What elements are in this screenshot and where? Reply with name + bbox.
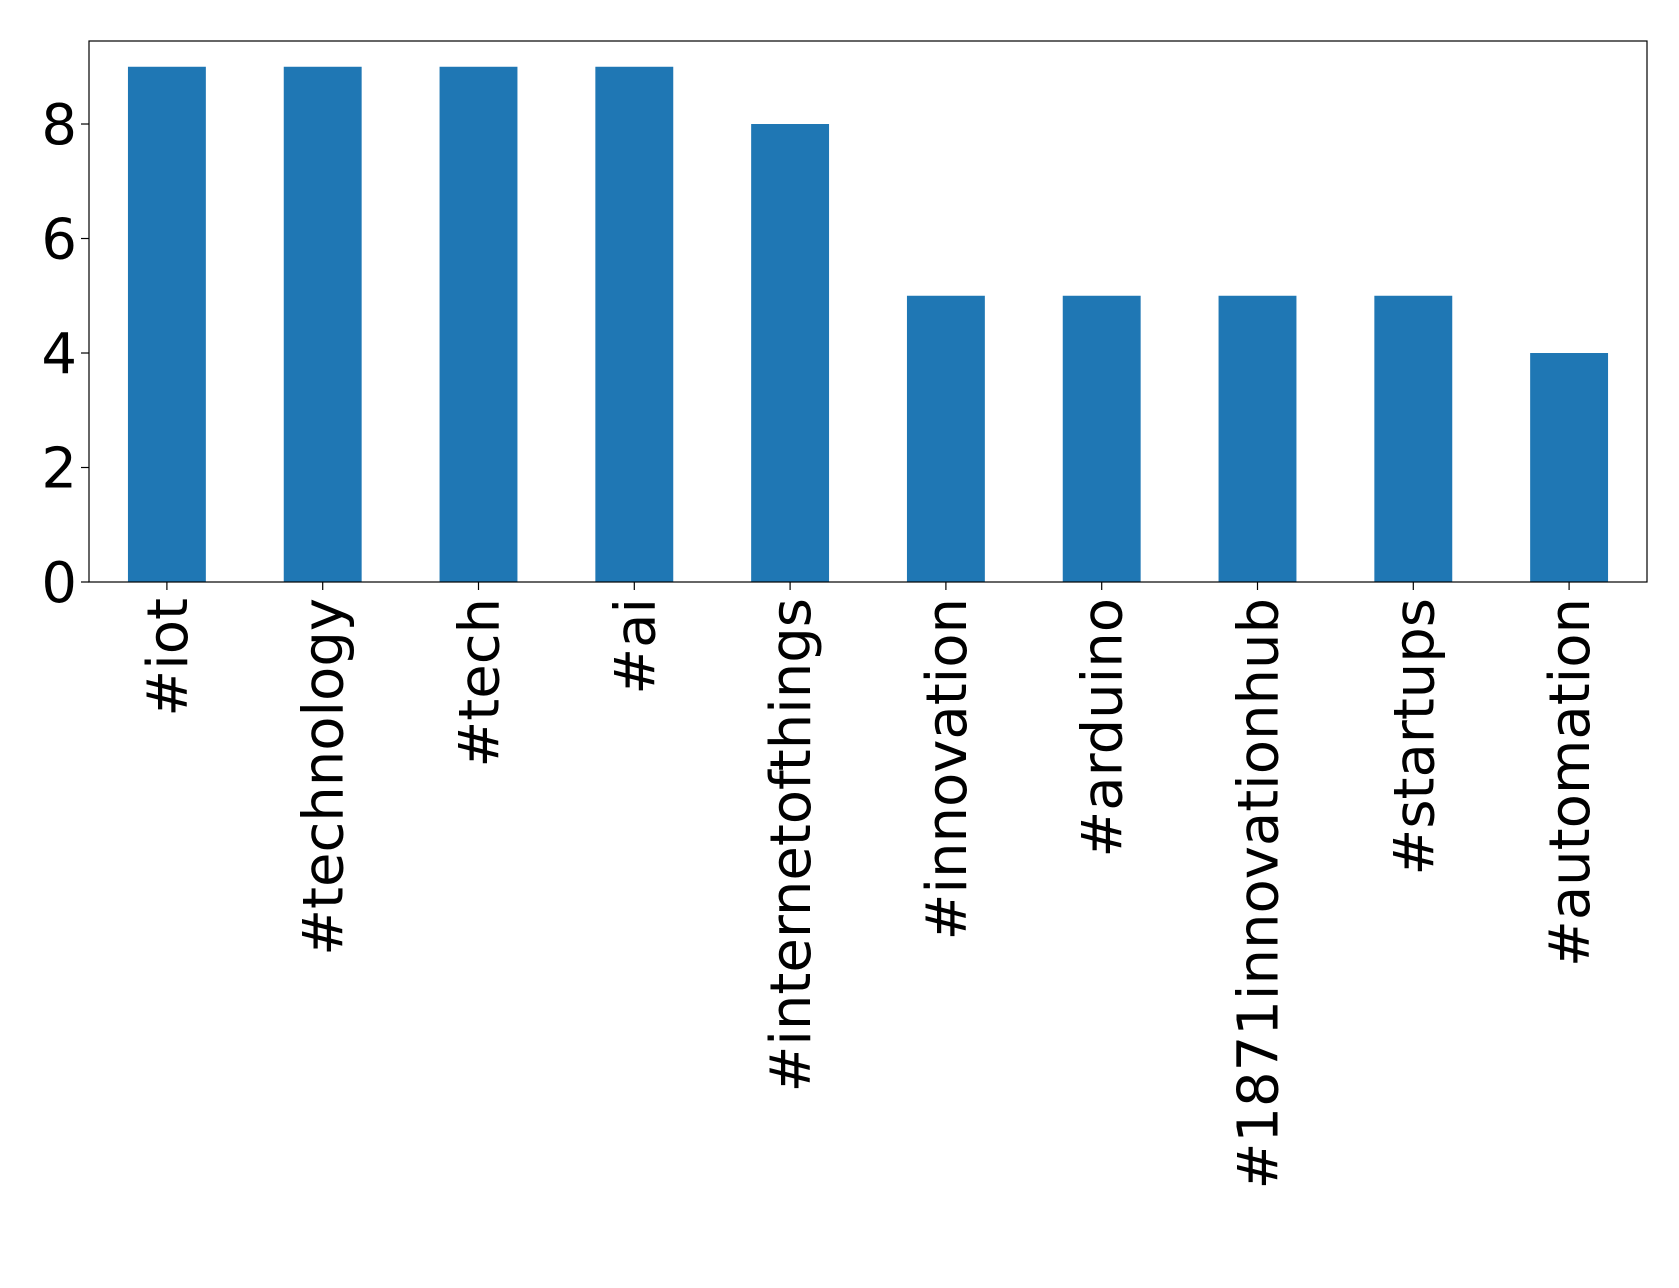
x-tick-label: #technology — [292, 598, 357, 956]
x-tick-label: #startups — [1382, 598, 1447, 876]
x-tick-label: #1871innovationhub — [1227, 598, 1292, 1190]
x-tick-label: #arduino — [1071, 598, 1136, 858]
x-tick-label: #innovation — [915, 598, 980, 940]
bar — [283, 66, 362, 582]
bar — [906, 295, 985, 582]
y-tick-label: 8 — [41, 93, 77, 158]
y-tick-label: 4 — [41, 322, 77, 387]
x-tick-label: #internetofthings — [759, 598, 824, 1093]
y-tick-label: 6 — [41, 208, 77, 273]
x-tick-label: #automation — [1538, 598, 1603, 967]
y-tick-label: 2 — [41, 437, 77, 502]
bar — [1062, 295, 1141, 582]
bar — [595, 66, 674, 582]
bar — [1374, 295, 1453, 582]
x-tick-label: #ai — [603, 598, 668, 695]
x-tick-label: #iot — [136, 598, 201, 717]
bar — [127, 66, 206, 582]
bar — [1218, 295, 1297, 582]
bar — [751, 124, 830, 582]
y-tick-label: 0 — [41, 551, 77, 616]
bar — [1530, 353, 1609, 582]
x-tick-label: #tech — [448, 598, 513, 768]
bar — [439, 66, 518, 582]
plot-frame — [88, 40, 1648, 583]
